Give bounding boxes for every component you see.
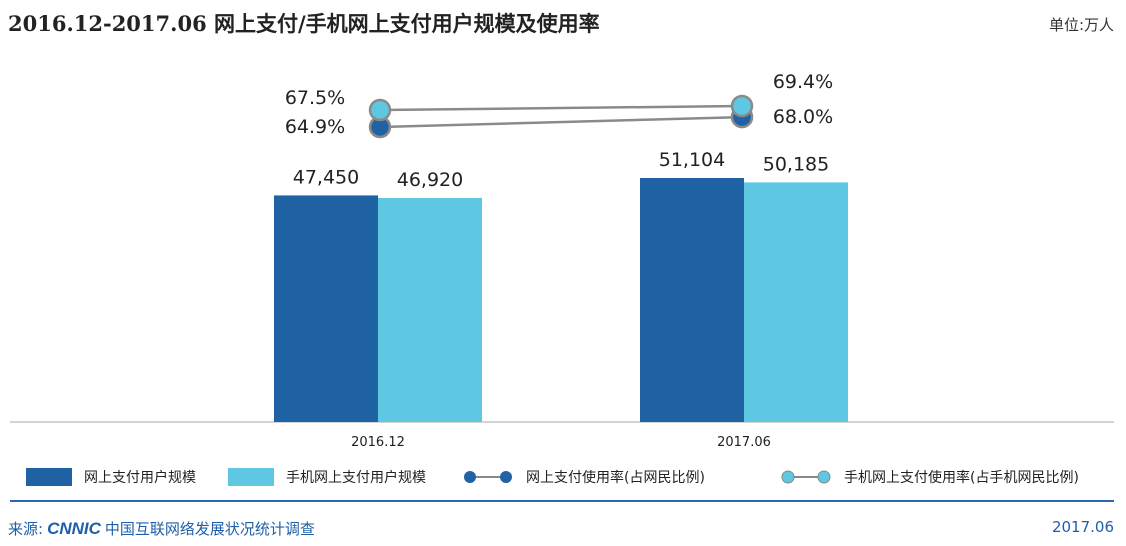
source-prefix: 来源: xyxy=(8,520,44,538)
legend: 网上支付用户规模 手机网上支付用户规模 网上支付使用率(占网民比例) 手机网上支… xyxy=(0,467,1126,491)
rate-data-label: 68.0% xyxy=(773,106,833,128)
bar-data-label: 46,920 xyxy=(397,169,463,191)
legend-item-mobile-pay-users: 手机网上支付用户规模 xyxy=(228,467,426,487)
bar xyxy=(274,195,378,422)
rate-point xyxy=(730,94,754,118)
rate-line xyxy=(379,115,743,129)
x-tick-label: 2016.12 xyxy=(351,435,405,450)
legend-line-marker-icon xyxy=(781,470,831,484)
legend-item-online-pay-users: 网上支付用户规模 xyxy=(26,467,196,487)
legend-line-marker-icon xyxy=(464,471,512,483)
bar-data-label: 50,185 xyxy=(763,153,829,175)
unit-label: 单位:万人 xyxy=(1048,16,1114,34)
rate-data-label: 69.4% xyxy=(773,71,833,93)
legend-label: 手机网上支付用户规模 xyxy=(286,470,426,486)
rate-data-label: 67.5% xyxy=(285,87,345,109)
legend-label: 网上支付用户规模 xyxy=(84,470,196,486)
rate-point xyxy=(368,98,392,122)
bar xyxy=(378,197,482,422)
x-tick-label: 2017.06 xyxy=(717,435,771,450)
rate-line xyxy=(379,104,743,112)
legend-label: 手机网上支付使用率(占手机网民比例) xyxy=(844,470,1079,486)
bar xyxy=(640,177,744,422)
source-note: 来源: CNNIC 中国互联网络发展状况统计调查 xyxy=(8,518,315,539)
bar xyxy=(744,182,848,422)
legend-item-online-pay-rate: 网上支付使用率(占网民比例) xyxy=(462,467,705,487)
footer-divider xyxy=(10,500,1114,502)
source-text: 中国互联网络发展状况统计调查 xyxy=(104,520,315,538)
chart-title: 2016.12-2017.06 网上支付/手机网上支付用户规模及使用率 xyxy=(8,11,600,36)
bar-data-label: 47,450 xyxy=(293,166,359,188)
legend-label: 网上支付使用率(占网民比例) xyxy=(526,470,705,486)
rate-data-label: 64.9% xyxy=(285,116,345,138)
legend-swatch xyxy=(26,468,72,486)
bar-data-label: 51,104 xyxy=(659,149,725,171)
legend-item-mobile-pay-rate: 手机网上支付使用率(占手机网民比例) xyxy=(780,467,1079,487)
legend-swatch xyxy=(228,468,274,486)
footer-date: 2017.06 xyxy=(1051,518,1114,536)
cnnic-logo: CNNIC xyxy=(47,519,101,538)
